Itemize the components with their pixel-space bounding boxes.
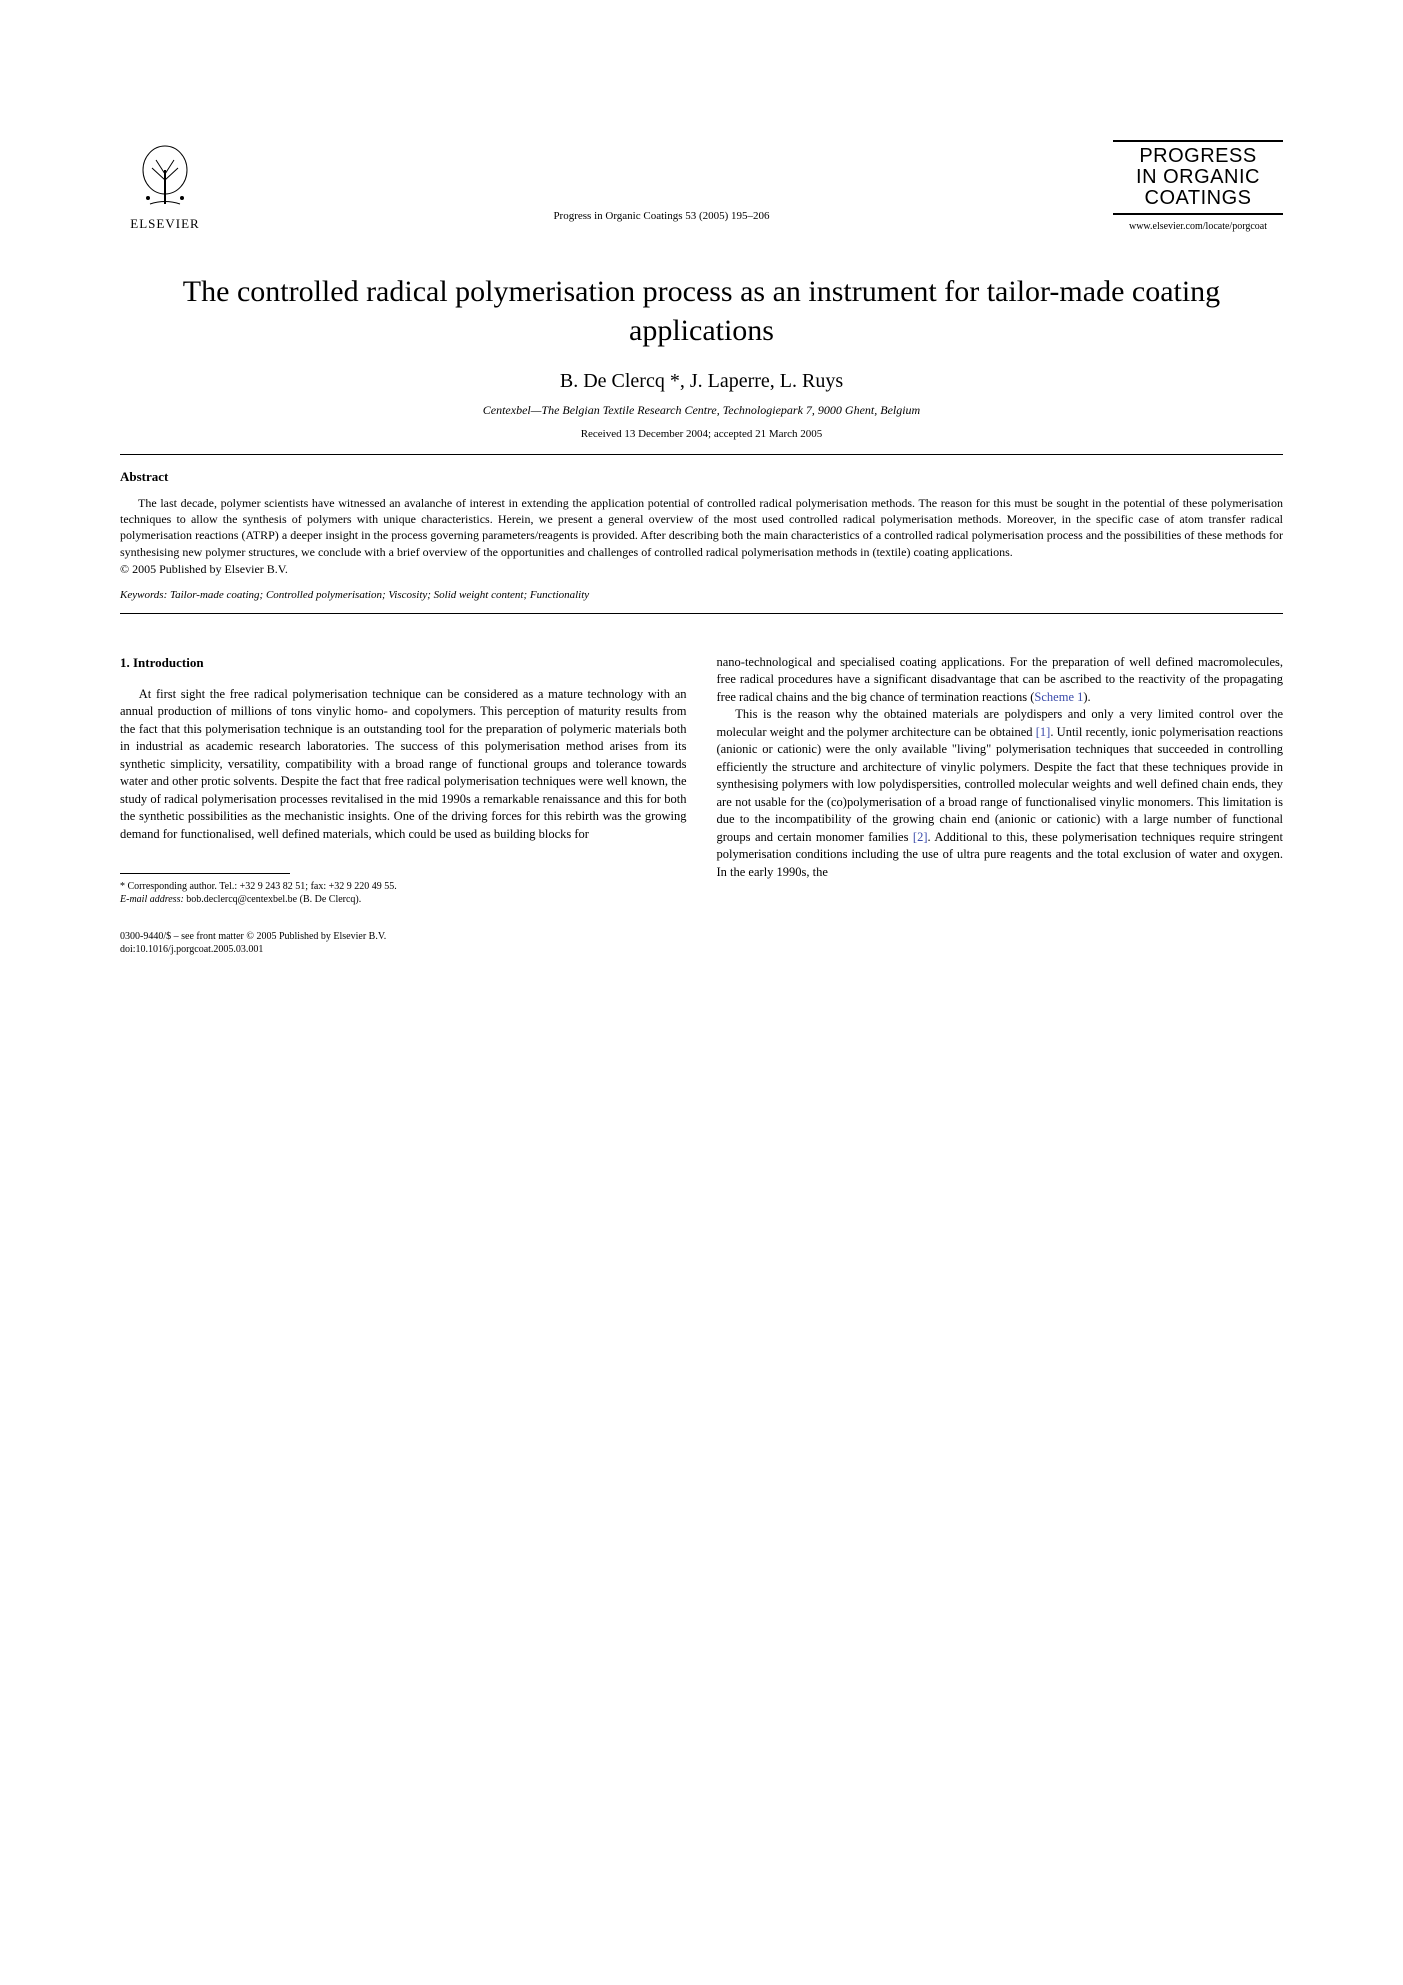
text-run: nano-technological and specialised coati… [717, 655, 1284, 704]
doi: doi:10.1016/j.porgcoat.2005.03.001 [120, 943, 687, 956]
body-paragraph: This is the reason why the obtained mate… [717, 706, 1284, 881]
right-column: nano-technological and specialised coati… [717, 654, 1284, 957]
abstract-text: The last decade, polymer scientists have… [120, 495, 1283, 560]
citation-link[interactable]: [2] [913, 830, 928, 844]
article-title: The controlled radical polymerisation pr… [120, 272, 1283, 350]
keywords: Keywords: Tailor-made coating; Controlle… [120, 589, 1283, 601]
scheme-link[interactable]: Scheme 1 [1034, 690, 1083, 704]
copyright: © 2005 Published by Elsevier B.V. [120, 562, 1283, 577]
header-row: ELSEVIER Progress in Organic Coatings 53… [120, 140, 1283, 232]
citation-link[interactable]: [1] [1036, 725, 1051, 739]
footer-line: 0300-9440/$ – see front matter © 2005 Pu… [120, 930, 687, 943]
corresponding-author-footnote: * Corresponding author. Tel.: +32 9 243 … [120, 880, 687, 906]
body-paragraph: nano-technological and specialised coati… [717, 654, 1284, 707]
publisher-name: ELSEVIER [130, 216, 199, 232]
journal-logo-line: COATINGS [1113, 188, 1283, 209]
divider [120, 613, 1283, 614]
publisher-logo: ELSEVIER [120, 144, 210, 232]
footnote-line: * Corresponding author. Tel.: +32 9 243 … [120, 880, 687, 893]
footnote-line: E-mail address: bob.declercq@centexbel.b… [120, 893, 687, 906]
text-run: ). [1083, 690, 1090, 704]
journal-logo: PROGRESS IN ORGANIC COATINGS www.elsevie… [1113, 140, 1283, 232]
article-dates: Received 13 December 2004; accepted 21 M… [120, 428, 1283, 440]
email-address[interactable]: bob.declercq@centexbel.be (B. De Clercq)… [184, 894, 361, 905]
abstract-heading: Abstract [120, 469, 1283, 485]
left-column: 1. Introduction At first sight the free … [120, 654, 687, 957]
authors: B. De Clercq *, J. Laperre, L. Ruys [120, 370, 1283, 393]
section-heading: 1. Introduction [120, 654, 687, 672]
abstract-section: Abstract The last decade, polymer scient… [120, 469, 1283, 577]
affiliation: Centexbel—The Belgian Textile Research C… [120, 403, 1283, 418]
journal-reference: Progress in Organic Coatings 53 (2005) 1… [210, 210, 1113, 232]
journal-logo-line: IN ORGANIC [1113, 167, 1283, 188]
email-label: E-mail address: [120, 894, 184, 905]
divider [120, 454, 1283, 455]
footer-meta: 0300-9440/$ – see front matter © 2005 Pu… [120, 930, 687, 956]
journal-logo-line: PROGRESS [1113, 146, 1283, 167]
body-paragraph: At first sight the free radical polymeri… [120, 686, 687, 844]
journal-url[interactable]: www.elsevier.com/locate/porgcoat [1113, 221, 1283, 232]
title-block: The controlled radical polymerisation pr… [120, 272, 1283, 440]
keywords-text: Tailor-made coating; Controlled polymeri… [167, 589, 589, 601]
elsevier-tree-icon [130, 144, 200, 214]
text-run: . Until recently, ionic polymerisation r… [717, 725, 1284, 844]
footnote-divider [120, 873, 290, 874]
keywords-label: Keywords: [120, 589, 167, 601]
body-columns: 1. Introduction At first sight the free … [120, 654, 1283, 957]
